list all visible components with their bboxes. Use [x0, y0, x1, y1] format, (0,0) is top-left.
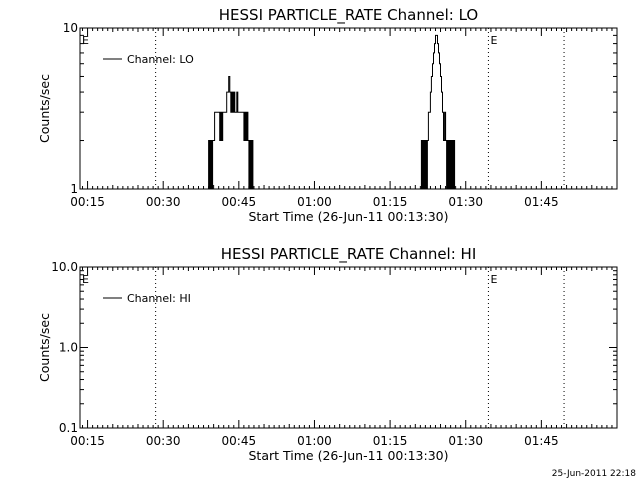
x-tick-label: 01:30: [448, 434, 483, 448]
x-tick-label: 00:30: [146, 195, 181, 209]
lo-channel-panel: HESSI PARTICLE_RATE Channel: LO 00:15 00:3…: [37, 6, 618, 224]
x-tick-label: 01:45: [524, 195, 559, 209]
hi-channel-panel: HESSI PARTICLE_RATE Channel: HI 00:15 00:3…: [37, 245, 618, 463]
x-tick-label: 01:00: [297, 195, 332, 209]
x-axis-label: Start Time (26-Jun-11 00:13:30): [249, 209, 449, 224]
y-tick-label: 0.1: [59, 421, 78, 435]
event-marker: E: [82, 273, 89, 286]
legend-label: Channel: LO: [127, 53, 194, 66]
x-tick-label: 00:15: [70, 195, 105, 209]
x-tick-label: 01:15: [373, 195, 408, 209]
x-tick-label: 00:30: [146, 434, 181, 448]
chart-title: HESSI PARTICLE_RATE Channel: HI: [221, 245, 477, 264]
x-tick-label: 00:15: [70, 434, 105, 448]
series-line-channel-lo: [207, 34, 456, 190]
x-axis-label: Start Time (26-Jun-11 00:13:30): [249, 448, 449, 463]
chart-title: HESSI PARTICLE_RATE Channel: LO: [219, 6, 478, 25]
event-marker: E: [82, 34, 89, 47]
x-tick-label: 00:45: [222, 195, 257, 209]
y-axis-label: Counts/sec: [37, 74, 52, 143]
event-marker: E: [490, 273, 497, 286]
y-tick-label: 1.0: [59, 341, 78, 355]
x-tick-label: 01:45: [524, 434, 559, 448]
x-tick-label: 01:30: [448, 195, 483, 209]
y-tick-label: 10: [63, 21, 78, 35]
x-tick-label: 01:15: [373, 434, 408, 448]
plot-frame: [79, 27, 618, 190]
y-tick-label: 1: [70, 182, 78, 196]
x-tick-label: 00:45: [222, 434, 257, 448]
y-tick-label: 10.0: [51, 260, 78, 274]
y-axis-label: Counts/sec: [37, 313, 52, 382]
legend-label: Channel: HI: [127, 292, 191, 305]
event-marker: E: [490, 34, 497, 47]
footer-timestamp: 25-Jun-2011 22:18: [551, 469, 636, 479]
x-tick-label: 01:00: [297, 434, 332, 448]
